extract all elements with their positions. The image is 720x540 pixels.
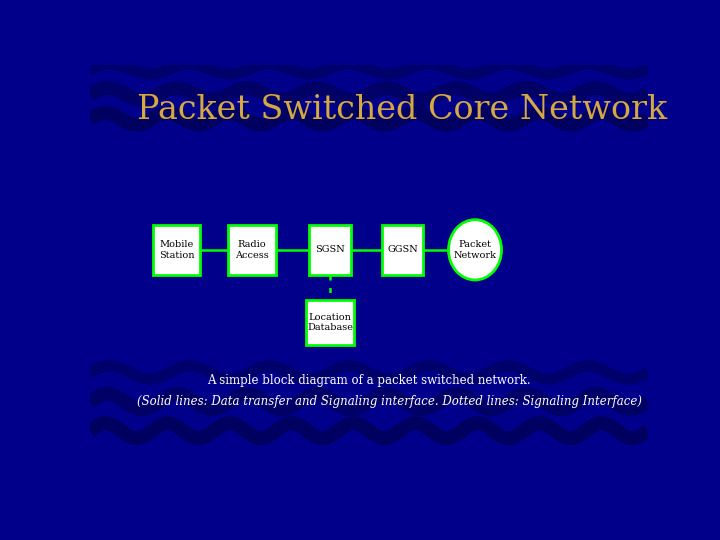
FancyBboxPatch shape: [382, 225, 423, 275]
FancyBboxPatch shape: [309, 225, 351, 275]
Text: Radio
Access: Radio Access: [235, 240, 269, 260]
Text: Location
Database: Location Database: [307, 313, 353, 332]
Text: SGSN: SGSN: [315, 245, 345, 254]
Text: Mobile
Station: Mobile Station: [158, 240, 194, 260]
FancyBboxPatch shape: [153, 225, 200, 275]
FancyBboxPatch shape: [228, 225, 276, 275]
Text: Packet Switched Core Network: Packet Switched Core Network: [138, 94, 667, 126]
Text: A simple block diagram of a packet switched network.: A simple block diagram of a packet switc…: [207, 374, 531, 387]
Text: GGSN: GGSN: [387, 245, 418, 254]
Text: (Solid lines: Data transfer and Signaling interface. Dotted lines: Signaling Int: (Solid lines: Data transfer and Signalin…: [138, 395, 642, 408]
FancyBboxPatch shape: [306, 300, 354, 346]
Text: Packet
Network: Packet Network: [454, 240, 497, 260]
Ellipse shape: [449, 220, 502, 280]
